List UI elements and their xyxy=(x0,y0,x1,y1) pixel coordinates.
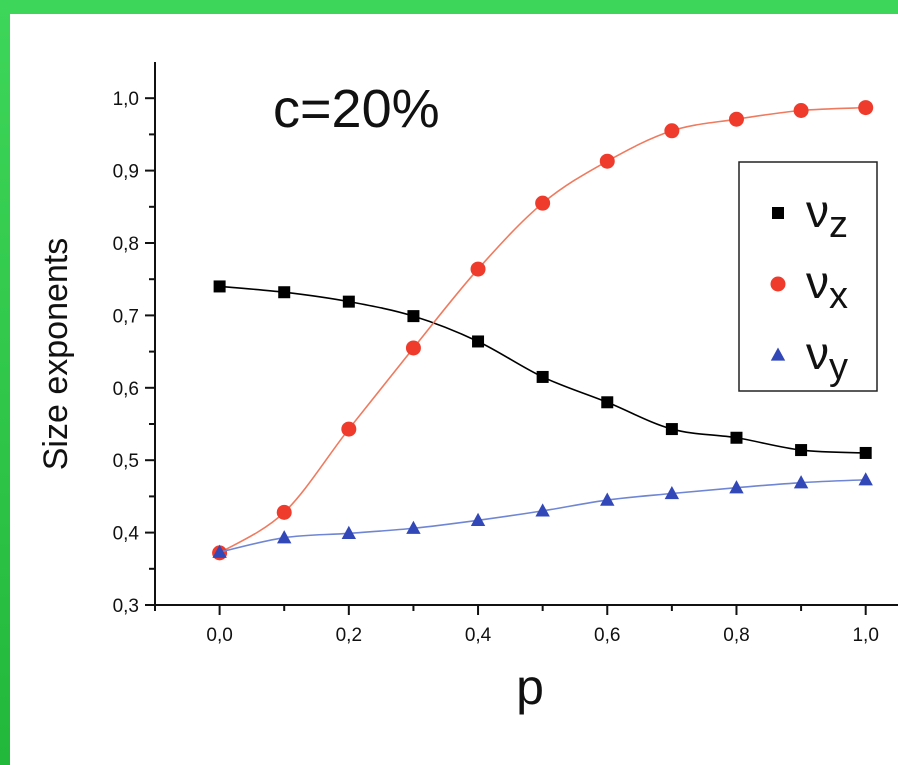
data-point-x xyxy=(793,103,809,119)
series-x xyxy=(212,100,874,561)
x-tick-label: 0,0 xyxy=(206,625,232,646)
data-point-z xyxy=(536,370,549,383)
data-point-z xyxy=(601,396,614,409)
legend-marker-x xyxy=(770,276,786,292)
data-point-x xyxy=(470,261,486,277)
y-tick-label: 0,4 xyxy=(113,524,140,545)
data-point-y xyxy=(341,525,357,539)
y-tick-label: 1,0 xyxy=(113,89,139,110)
legend-subscript: z xyxy=(829,204,848,246)
data-point-z xyxy=(342,295,355,308)
data-point-z xyxy=(472,335,485,348)
legend-marker-y xyxy=(770,347,786,361)
data-point-y xyxy=(406,520,421,534)
legend-symbol: ν xyxy=(806,256,829,308)
data-point-y xyxy=(729,480,744,494)
y-tick-label: 0,8 xyxy=(113,234,139,255)
data-point-y xyxy=(858,472,873,486)
data-point-x xyxy=(535,195,551,211)
legend-label-x: νx xyxy=(806,256,848,317)
legend-subscript: y xyxy=(829,346,848,388)
legend-symbol: ν xyxy=(806,185,829,237)
x-tick-label: 0,6 xyxy=(594,625,620,646)
data-point-z xyxy=(407,310,420,323)
data-point-y xyxy=(212,544,227,558)
data-point-x xyxy=(728,111,744,127)
data-point-x xyxy=(858,100,874,116)
data-point-z xyxy=(795,444,808,457)
y-tick-label: 0,6 xyxy=(113,379,139,400)
data-point-z xyxy=(665,423,678,436)
data-point-x xyxy=(599,153,615,169)
legend-symbol: ν xyxy=(806,327,829,379)
chart-annotation: c=20% xyxy=(273,79,440,139)
size-exponents-chart: 0,3 0,4 0,5 0,6 0,7 0,8 0,9 1,0 0,0 0,2 0,4 0,6 0,8 1… xyxy=(37,62,898,715)
series-z xyxy=(213,280,872,459)
y-tick-label: 0,5 xyxy=(113,451,139,472)
series-line-x xyxy=(219,106,866,554)
data-point-y xyxy=(793,475,809,489)
data-point-y xyxy=(535,503,550,517)
series-layer xyxy=(212,100,874,561)
data-point-z xyxy=(213,280,226,293)
legend-marker-z xyxy=(772,207,784,219)
data-point-x xyxy=(405,340,421,356)
x-axis-title: p xyxy=(516,659,544,715)
data-point-y xyxy=(470,512,486,526)
data-point-z xyxy=(730,431,743,444)
y-axis-title: Size exponents xyxy=(37,238,75,471)
legend-label-y: νy xyxy=(806,327,848,388)
legend-subscript: x xyxy=(829,275,848,317)
data-point-z xyxy=(278,286,291,299)
legend-label-z: νz xyxy=(806,185,848,246)
series-y xyxy=(212,472,873,558)
x-tick-label: 0,8 xyxy=(723,625,749,646)
data-point-y xyxy=(277,530,292,544)
data-point-x xyxy=(664,123,680,139)
data-point-x xyxy=(341,421,357,437)
chart-panel: 0,3 0,4 0,5 0,6 0,7 0,8 0,9 1,0 0,0 0,2 0,4 0,6 0,8 1… xyxy=(10,14,898,765)
data-point-y xyxy=(664,485,680,500)
axes: 0,3 0,4 0,5 0,6 0,7 0,8 0,9 1,0 0,0 0,2 0,4 0,6 0,8 1… xyxy=(113,62,898,646)
y-tick-label: 0,9 xyxy=(113,162,139,183)
data-point-x xyxy=(276,504,292,520)
x-tick-label: 0,4 xyxy=(465,625,492,646)
x-tick-label: 1,0 xyxy=(852,625,878,646)
x-tick-label: 0,2 xyxy=(336,625,362,646)
legend-box xyxy=(738,161,878,392)
data-point-z xyxy=(859,446,872,459)
y-tick-label: 0,7 xyxy=(113,306,139,327)
y-tick-label: 0,3 xyxy=(113,596,139,617)
data-point-y xyxy=(600,492,615,506)
